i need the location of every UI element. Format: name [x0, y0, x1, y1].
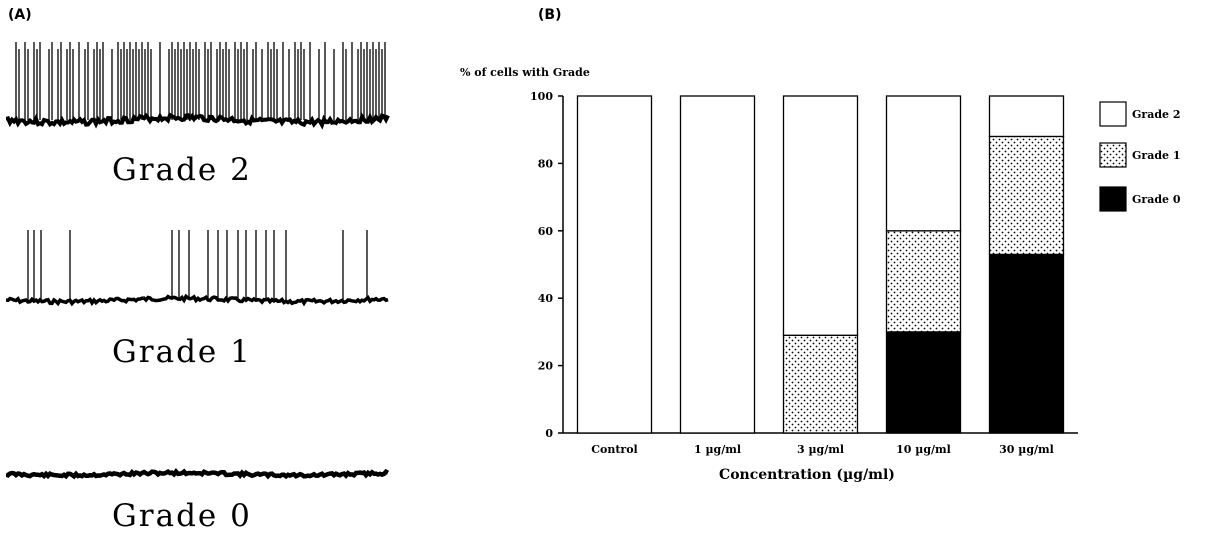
trace-grade-1 [6, 230, 389, 307]
panel-a-label: (A) [8, 7, 32, 23]
bar-grade-2 [988, 95, 1065, 138]
x-tick-label: 1 µg/ml [694, 443, 741, 456]
x-tick-label: 3 µg/ml [797, 443, 844, 456]
bar-grade-1 [782, 334, 859, 434]
legend-label: Grade 0 [1132, 193, 1181, 206]
grade-2-caption: Grade 2 [112, 152, 252, 188]
x-tick-label: 30 µg/ml [999, 443, 1054, 456]
y-tick-label: 20 [538, 360, 554, 373]
y-axis-title: % of cells with Grade [460, 66, 590, 79]
legend-swatch [1099, 186, 1127, 212]
panel-b-chart: % of cells with Grade 0 20 40 60 80 100 Contro… [460, 66, 1181, 483]
grade-0-caption: Grade 0 [112, 498, 252, 534]
x-tick-label: 10 µg/ml [896, 443, 951, 456]
legend-swatch [1099, 142, 1127, 168]
legend-label: Grade 1 [1132, 149, 1181, 162]
bar-grade-1 [885, 230, 962, 333]
bar-grade-1 [988, 135, 1065, 256]
bar-grade-0 [885, 331, 962, 434]
trace-grade-2 [6, 42, 390, 130]
y-tick-label: 60 [538, 225, 554, 238]
bar-grade-2 [782, 95, 859, 336]
panel-a: (A) Grade 2 Grade 1 Grade 0 [0, 0, 400, 543]
x-tick-label: Control [591, 443, 637, 456]
grade-1-caption: Grade 1 [112, 334, 252, 370]
legend-swatch [1099, 101, 1127, 127]
y-tick-label: 0 [545, 427, 553, 440]
bar-grade-2 [885, 95, 962, 232]
y-tick-label: 100 [530, 90, 553, 103]
panel-b-label: (B) [538, 7, 562, 23]
y-tick-label: 40 [538, 292, 554, 305]
bar-grade-0 [988, 253, 1065, 434]
x-axis-title: Concentration (µg/ml) [719, 467, 895, 483]
legend-label: Grade 2 [1132, 108, 1181, 121]
y-tick-label: 80 [538, 157, 554, 170]
trace-grade-0 [6, 468, 390, 480]
bar-grade-2 [576, 95, 653, 434]
bar-grade-2 [679, 95, 756, 434]
